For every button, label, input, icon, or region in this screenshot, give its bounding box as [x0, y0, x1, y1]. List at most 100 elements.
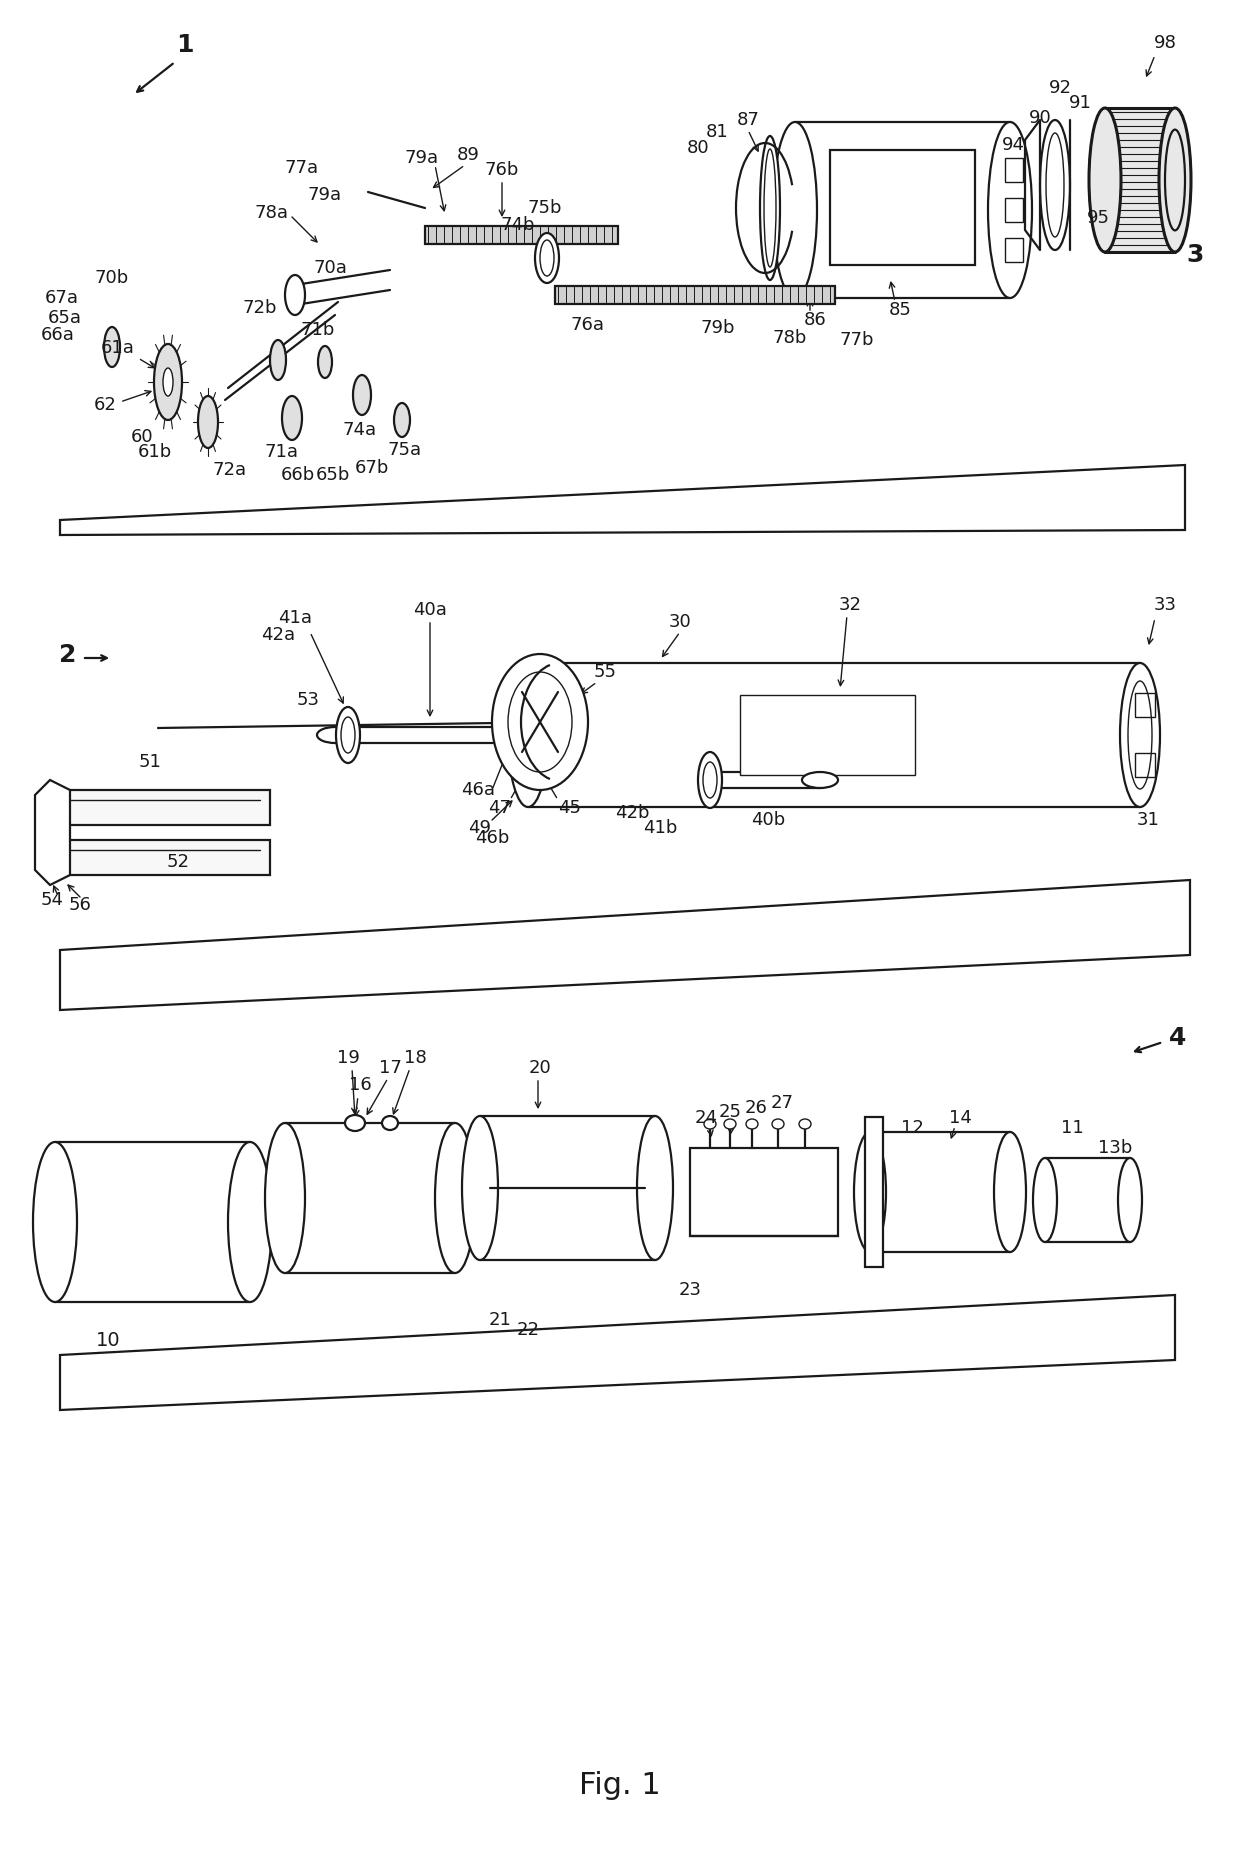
Text: 95: 95: [1086, 209, 1110, 228]
Polygon shape: [35, 780, 69, 885]
Text: 19: 19: [336, 1048, 360, 1067]
Ellipse shape: [353, 374, 371, 415]
Text: 23: 23: [678, 1282, 702, 1298]
Ellipse shape: [162, 369, 174, 396]
Polygon shape: [60, 880, 1190, 1009]
Ellipse shape: [345, 1115, 365, 1132]
Ellipse shape: [988, 122, 1032, 298]
Text: 26: 26: [744, 1098, 768, 1117]
Text: 89: 89: [456, 146, 480, 165]
Ellipse shape: [317, 728, 353, 743]
Ellipse shape: [285, 274, 305, 315]
Ellipse shape: [1118, 1158, 1142, 1243]
Text: 65b: 65b: [316, 467, 350, 483]
Text: 52: 52: [166, 854, 190, 870]
Bar: [1105, 107, 1176, 252]
Text: 98: 98: [1153, 33, 1177, 52]
Text: 67b: 67b: [355, 459, 389, 478]
Text: 2: 2: [60, 643, 77, 667]
Text: 72a: 72a: [213, 461, 247, 480]
Text: 42b: 42b: [615, 804, 650, 822]
Ellipse shape: [773, 122, 817, 298]
Text: 55: 55: [594, 663, 616, 682]
Ellipse shape: [773, 1119, 784, 1130]
Text: 87: 87: [737, 111, 759, 130]
Text: 75b: 75b: [528, 198, 562, 217]
Polygon shape: [60, 1295, 1176, 1409]
Ellipse shape: [508, 663, 548, 807]
Text: 56: 56: [68, 896, 92, 915]
Text: 49: 49: [469, 819, 491, 837]
Bar: [528, 663, 1140, 807]
Text: 13b: 13b: [1097, 1139, 1132, 1158]
Bar: [480, 1117, 655, 1259]
Text: 22: 22: [517, 1320, 539, 1339]
Text: 66a: 66a: [41, 326, 74, 344]
Ellipse shape: [154, 344, 182, 420]
Ellipse shape: [1089, 107, 1121, 252]
Text: 1: 1: [176, 33, 193, 57]
Text: 27: 27: [770, 1095, 794, 1111]
Text: 66b: 66b: [281, 467, 315, 483]
Text: 10: 10: [95, 1330, 120, 1350]
Text: 76b: 76b: [485, 161, 520, 180]
Ellipse shape: [760, 135, 780, 280]
Text: 79a: 79a: [308, 185, 342, 204]
Ellipse shape: [463, 1117, 498, 1259]
Text: 74b: 74b: [501, 217, 536, 233]
Ellipse shape: [317, 346, 332, 378]
Text: 75a: 75a: [388, 441, 422, 459]
Text: 74a: 74a: [343, 420, 377, 439]
Ellipse shape: [104, 328, 120, 367]
Text: 76a: 76a: [570, 317, 605, 333]
Ellipse shape: [724, 1119, 737, 1130]
Text: 85: 85: [889, 302, 911, 319]
Text: 25: 25: [718, 1104, 742, 1120]
Ellipse shape: [336, 707, 360, 763]
Ellipse shape: [281, 396, 303, 441]
Ellipse shape: [1040, 120, 1070, 250]
Text: 40a: 40a: [413, 602, 446, 619]
Ellipse shape: [270, 341, 286, 380]
Text: 32: 32: [838, 596, 862, 615]
Ellipse shape: [637, 1117, 673, 1259]
Text: 12: 12: [900, 1119, 924, 1137]
Bar: [55, 1143, 250, 1302]
Text: 62: 62: [93, 396, 117, 415]
Text: 46a: 46a: [461, 782, 495, 798]
Ellipse shape: [704, 1119, 715, 1130]
Bar: [556, 285, 835, 304]
Text: 81: 81: [706, 122, 728, 141]
Text: 40b: 40b: [751, 811, 785, 830]
Text: 30: 30: [668, 613, 692, 632]
Ellipse shape: [799, 1119, 811, 1130]
Text: 61a: 61a: [102, 339, 135, 357]
Ellipse shape: [394, 404, 410, 437]
Ellipse shape: [1033, 1158, 1056, 1243]
Text: 14: 14: [949, 1109, 971, 1128]
Ellipse shape: [228, 1143, 272, 1302]
Bar: [425, 226, 618, 244]
Polygon shape: [50, 791, 270, 824]
Text: 21: 21: [489, 1311, 511, 1330]
Text: 20: 20: [528, 1059, 552, 1078]
Ellipse shape: [435, 1122, 475, 1272]
Ellipse shape: [382, 1117, 398, 1130]
Text: 41a: 41a: [278, 609, 312, 628]
Text: 71a: 71a: [265, 443, 299, 461]
Text: 53: 53: [296, 691, 320, 709]
Text: 61b: 61b: [138, 443, 172, 461]
Ellipse shape: [534, 233, 559, 283]
Text: 17: 17: [378, 1059, 402, 1078]
Text: 4: 4: [1169, 1026, 1187, 1050]
Text: 54: 54: [41, 891, 63, 909]
Text: 94: 94: [1002, 135, 1024, 154]
Ellipse shape: [746, 1119, 758, 1130]
Polygon shape: [60, 465, 1185, 535]
Ellipse shape: [33, 1143, 77, 1302]
Text: 67a: 67a: [45, 289, 79, 307]
Text: 47: 47: [489, 798, 511, 817]
Text: 79b: 79b: [701, 319, 735, 337]
Polygon shape: [50, 841, 270, 874]
Text: 18: 18: [404, 1048, 427, 1067]
